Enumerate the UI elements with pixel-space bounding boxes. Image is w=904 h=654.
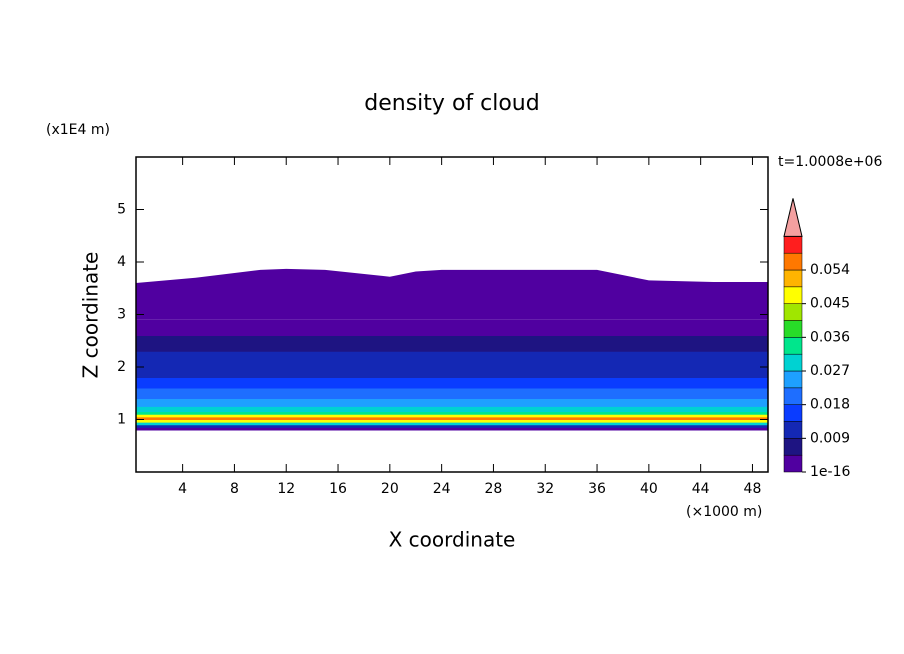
x-tick-label: 40 bbox=[640, 481, 658, 497]
x-tick-label: 16 bbox=[329, 481, 347, 497]
contour-band bbox=[136, 377, 768, 389]
contour-band bbox=[136, 335, 768, 352]
contour-band bbox=[136, 319, 768, 336]
contour-band bbox=[136, 406, 768, 413]
colorbar-extend bbox=[783, 198, 803, 237]
colorbar-box bbox=[783, 370, 803, 389]
x-unit: (×1000 m) bbox=[686, 504, 762, 520]
contour-band bbox=[136, 364, 768, 378]
contour-band bbox=[136, 419, 768, 423]
contour-band bbox=[136, 411, 768, 415]
contour-band bbox=[136, 424, 768, 428]
x-tick-label: 12 bbox=[277, 481, 295, 497]
y-tick-label: 5 bbox=[117, 202, 126, 218]
chart-title: density of cloud bbox=[364, 91, 539, 116]
x-tick-label: 48 bbox=[744, 481, 762, 497]
colorbar-box bbox=[783, 236, 803, 254]
time-label: t=1.0008e+06 bbox=[778, 154, 882, 170]
colorbar-tick-label: 0.027 bbox=[810, 363, 850, 379]
colorbar-tick-label: 0.036 bbox=[810, 329, 850, 345]
colorbar-box bbox=[783, 269, 803, 288]
colorbar-box bbox=[783, 337, 803, 355]
colorbar-box bbox=[783, 353, 803, 372]
x-tick-label: 4 bbox=[178, 481, 187, 497]
contour-band bbox=[136, 351, 768, 365]
colorbar-box bbox=[783, 320, 803, 338]
contour-band bbox=[136, 388, 768, 399]
y-tick-label: 4 bbox=[117, 254, 126, 270]
colorbar-tick-label: 0.009 bbox=[810, 430, 850, 446]
y-tick-label: 1 bbox=[117, 412, 126, 428]
x-axis-title: X coordinate bbox=[389, 528, 516, 552]
x-tick-label: 24 bbox=[433, 481, 451, 497]
colorbar-box bbox=[783, 438, 803, 456]
contour-band bbox=[136, 422, 768, 426]
colorbar-box bbox=[783, 286, 803, 304]
colorbar-tick-label: 0.018 bbox=[810, 397, 850, 413]
y-axis-title: Z coordinate bbox=[79, 252, 103, 379]
colorbar-box bbox=[783, 387, 803, 405]
colorbar-box bbox=[783, 421, 803, 439]
x-tick-label: 8 bbox=[230, 481, 239, 497]
colorbar-tick-label: 0.045 bbox=[810, 296, 850, 312]
x-tick-label: 28 bbox=[485, 481, 503, 497]
colorbar-box bbox=[783, 404, 803, 422]
colorbar-tick-label: 0.054 bbox=[810, 262, 850, 278]
x-tick-label: 32 bbox=[536, 481, 554, 497]
y-unit: (x1E4 m) bbox=[46, 122, 110, 138]
y-tick-label: 2 bbox=[117, 359, 126, 375]
colorbar-box bbox=[783, 454, 803, 473]
contour-band bbox=[136, 427, 768, 431]
y-tick-label: 3 bbox=[117, 307, 126, 323]
colorbar-tick-label: 1e-16 bbox=[810, 464, 850, 480]
contour-band bbox=[136, 414, 768, 418]
colorbar-box bbox=[783, 252, 803, 271]
colorbar-box bbox=[783, 303, 803, 321]
cloud-top-region bbox=[136, 268, 768, 320]
contour-band bbox=[136, 398, 768, 407]
x-tick-label: 44 bbox=[692, 481, 710, 497]
contour-band bbox=[136, 416, 768, 420]
x-tick-label: 20 bbox=[381, 481, 399, 497]
x-tick-label: 36 bbox=[588, 481, 606, 497]
